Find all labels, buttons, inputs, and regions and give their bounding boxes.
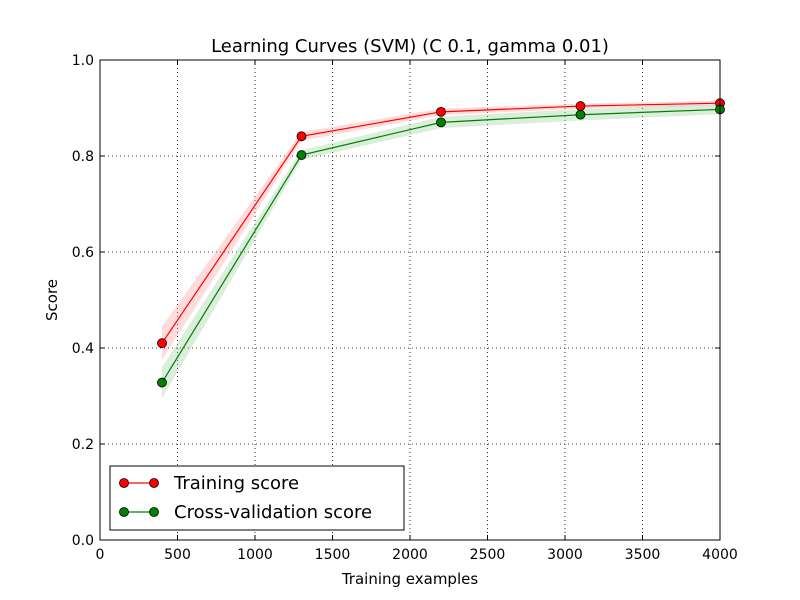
x-tick-label: 1000 bbox=[237, 547, 273, 563]
training-score-band bbox=[162, 100, 720, 361]
x-tick-label: 4000 bbox=[702, 547, 738, 563]
training-score-point bbox=[436, 106, 446, 117]
series-points bbox=[157, 98, 725, 388]
training-score-point bbox=[296, 131, 307, 142]
x-tick-label: 500 bbox=[164, 547, 191, 563]
y-tick-label: 0.6 bbox=[72, 245, 94, 261]
confidence-bands bbox=[162, 100, 720, 399]
x-tick-label: 0 bbox=[96, 547, 105, 563]
axis-ticks: 0 500 1000 1500 2000 2500 3000 3500 4000 0.0 0.2 0.… bbox=[72, 53, 738, 563]
y-tick-label: 0.2 bbox=[72, 437, 94, 453]
legend-marker-cross-validation bbox=[149, 507, 159, 517]
legend-marker-training bbox=[149, 478, 159, 488]
x-axis-label: Training examples bbox=[341, 570, 479, 588]
x-tick-label: 1500 bbox=[315, 547, 351, 563]
x-tick-label: 2500 bbox=[470, 547, 506, 563]
training-score-point bbox=[575, 101, 586, 111]
y-tick-label: 0.0 bbox=[72, 533, 94, 549]
y-tick-label: 0.4 bbox=[72, 341, 94, 357]
legend-marker-cross-validation bbox=[119, 507, 129, 517]
y-tick-label: 1.0 bbox=[72, 53, 94, 69]
cross-validation-score-line bbox=[161, 108, 721, 383]
y-axis-label: Score bbox=[43, 279, 61, 321]
cross-validation-score-point bbox=[157, 377, 167, 388]
y-tick-label: 0.8 bbox=[72, 149, 94, 165]
chart-title: Learning Curves (SVM) (C 0.1, gamma 0.01… bbox=[211, 36, 609, 57]
legend-label-cross-validation: Cross-validation score bbox=[174, 502, 372, 523]
cross-validation-score-point bbox=[296, 150, 307, 160]
legend-marker-training bbox=[119, 478, 129, 488]
cross-validation-score-point bbox=[436, 117, 446, 128]
x-tick-label: 3000 bbox=[547, 547, 583, 563]
cross-validation-score-band bbox=[162, 104, 720, 399]
x-tick-label: 2000 bbox=[392, 547, 428, 563]
grid bbox=[100, 60, 720, 540]
legend-box bbox=[109, 465, 405, 531]
legend: Training score Cross-validation score bbox=[109, 465, 405, 531]
training-score-point bbox=[157, 338, 167, 349]
x-tick-label: 3500 bbox=[625, 547, 661, 563]
legend-label-training: Training score bbox=[173, 473, 299, 494]
cross-validation-score-point bbox=[575, 109, 586, 120]
